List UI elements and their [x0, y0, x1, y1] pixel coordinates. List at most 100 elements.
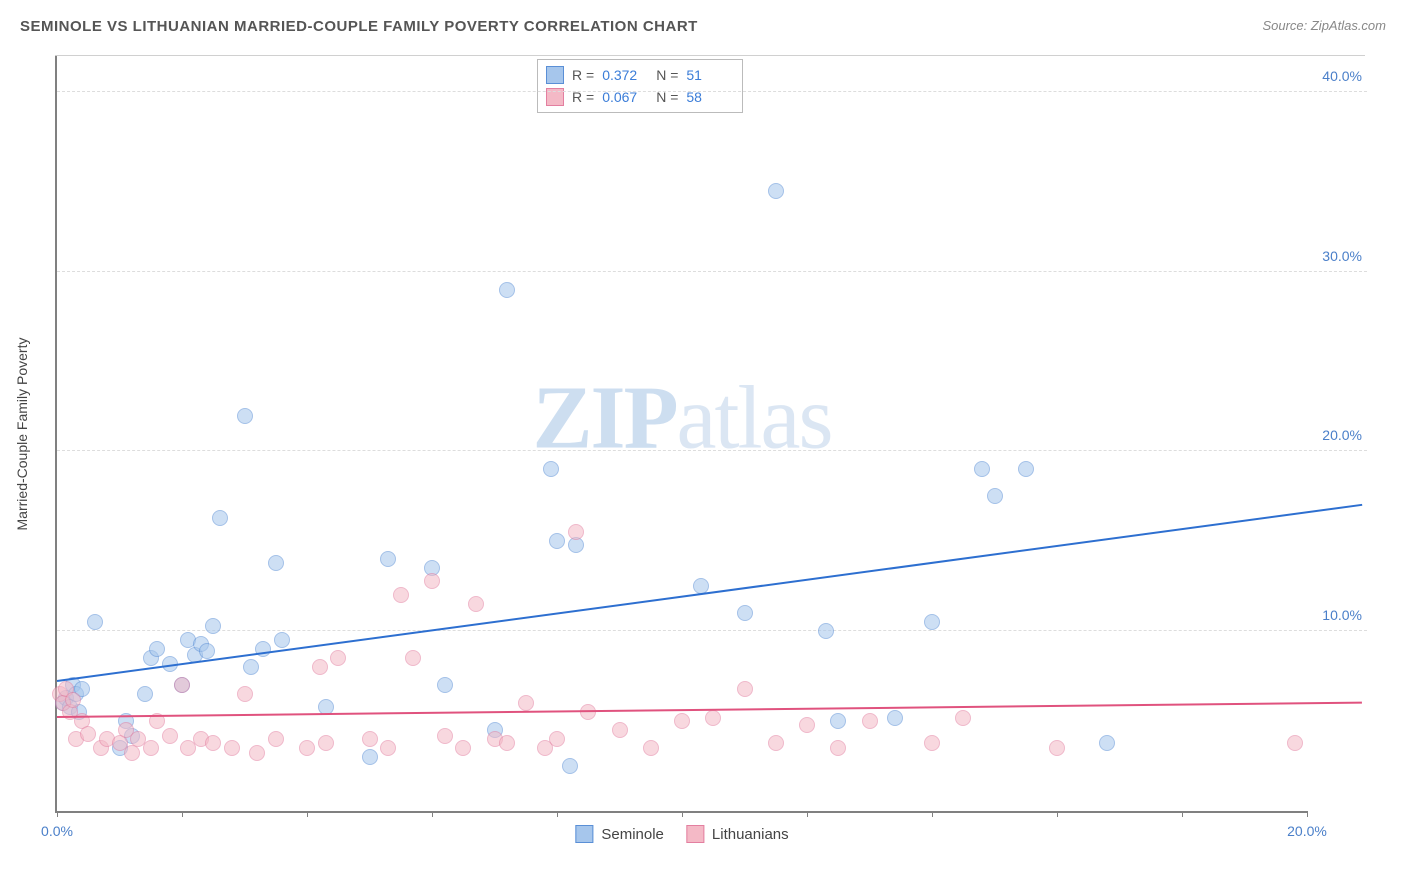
data-point	[274, 632, 290, 648]
data-point	[299, 740, 315, 756]
x-tick	[807, 811, 808, 817]
legend-label-lithuanians: Lithuanians	[712, 826, 789, 843]
source-label: Source:	[1262, 18, 1310, 33]
data-point	[199, 643, 215, 659]
n-label: N =	[656, 67, 678, 83]
legend-correlation: R = 0.372 N = 51 R = 0.067 N = 58	[537, 59, 743, 113]
data-point	[518, 695, 534, 711]
data-point	[65, 692, 81, 708]
data-point	[318, 735, 334, 751]
data-point	[862, 713, 878, 729]
data-point	[455, 740, 471, 756]
data-point	[243, 659, 259, 675]
data-point	[499, 282, 515, 298]
data-point	[137, 686, 153, 702]
data-point	[1049, 740, 1065, 756]
x-tick	[432, 811, 433, 817]
source-value: ZipAtlas.com	[1311, 18, 1386, 33]
data-point	[249, 745, 265, 761]
x-tick	[682, 811, 683, 817]
data-point	[362, 731, 378, 747]
data-point	[362, 749, 378, 765]
chart-header: SEMINOLE VS LITHUANIAN MARRIED-COUPLE FA…	[20, 18, 1386, 48]
data-point	[224, 740, 240, 756]
data-point	[987, 488, 1003, 504]
data-point	[568, 524, 584, 540]
y-tick-label: 10.0%	[1312, 607, 1362, 623]
data-point	[543, 461, 559, 477]
watermark-zip: ZIP	[533, 369, 677, 468]
data-point	[705, 710, 721, 726]
data-point	[212, 510, 228, 526]
data-point	[405, 650, 421, 666]
x-tick	[557, 811, 558, 817]
legend-label-seminole: Seminole	[601, 826, 664, 843]
data-point	[955, 710, 971, 726]
data-point	[737, 605, 753, 621]
data-point	[162, 728, 178, 744]
y-tick-label: 40.0%	[1312, 68, 1362, 84]
data-point	[887, 710, 903, 726]
data-point	[768, 735, 784, 751]
gridline-h	[57, 271, 1367, 272]
data-point	[424, 573, 440, 589]
data-point	[830, 713, 846, 729]
n-value-seminole: 51	[686, 67, 732, 83]
gridline-h	[57, 630, 1367, 631]
legend-series: Seminole Lithuanians	[575, 825, 788, 843]
data-point	[924, 614, 940, 630]
x-tick	[57, 811, 58, 817]
x-tick-label: 20.0%	[1287, 823, 1327, 839]
data-point	[924, 735, 940, 751]
y-tick-label: 30.0%	[1312, 248, 1362, 264]
data-point	[149, 641, 165, 657]
watermark: ZIPatlas	[533, 367, 832, 470]
plot-region: ZIPatlas Married-Couple Family Poverty R…	[55, 56, 1307, 813]
r-label: R =	[572, 67, 594, 83]
data-point	[268, 731, 284, 747]
data-point	[143, 740, 159, 756]
data-point	[393, 587, 409, 603]
data-point	[799, 717, 815, 733]
data-point	[205, 618, 221, 634]
source-attribution: Source: ZipAtlas.com	[1262, 18, 1386, 33]
data-point	[237, 408, 253, 424]
trend-line	[57, 503, 1362, 681]
chart-title: SEMINOLE VS LITHUANIAN MARRIED-COUPLE FA…	[20, 18, 698, 35]
data-point	[612, 722, 628, 738]
y-tick-label: 20.0%	[1312, 427, 1362, 443]
data-point	[674, 713, 690, 729]
data-point	[549, 731, 565, 747]
gridline-h	[57, 450, 1367, 451]
data-point	[380, 740, 396, 756]
data-point	[737, 681, 753, 697]
y-axis-label: Married-Couple Family Poverty	[14, 337, 30, 530]
data-point	[1099, 735, 1115, 751]
data-point	[124, 745, 140, 761]
data-point	[643, 740, 659, 756]
legend-row-seminole: R = 0.372 N = 51	[546, 64, 732, 86]
data-point	[268, 555, 284, 571]
legend-item-lithuanians: Lithuanians	[686, 825, 789, 843]
data-point	[174, 677, 190, 693]
chart-area: ZIPatlas Married-Couple Family Poverty R…	[55, 55, 1365, 811]
data-point	[330, 650, 346, 666]
data-point	[237, 686, 253, 702]
legend-row-lithuanians: R = 0.067 N = 58	[546, 86, 732, 108]
data-point	[549, 533, 565, 549]
data-point	[768, 183, 784, 199]
data-point	[80, 726, 96, 742]
gridline-h	[57, 91, 1367, 92]
legend-item-seminole: Seminole	[575, 825, 664, 843]
swatch-seminole	[575, 825, 593, 843]
x-tick-label: 0.0%	[41, 823, 73, 839]
x-tick	[1307, 811, 1308, 817]
data-point	[974, 461, 990, 477]
swatch-lithuanians	[686, 825, 704, 843]
x-tick	[1057, 811, 1058, 817]
data-point	[830, 740, 846, 756]
data-point	[437, 677, 453, 693]
swatch-seminole	[546, 66, 564, 84]
data-point	[468, 596, 484, 612]
data-point	[499, 735, 515, 751]
